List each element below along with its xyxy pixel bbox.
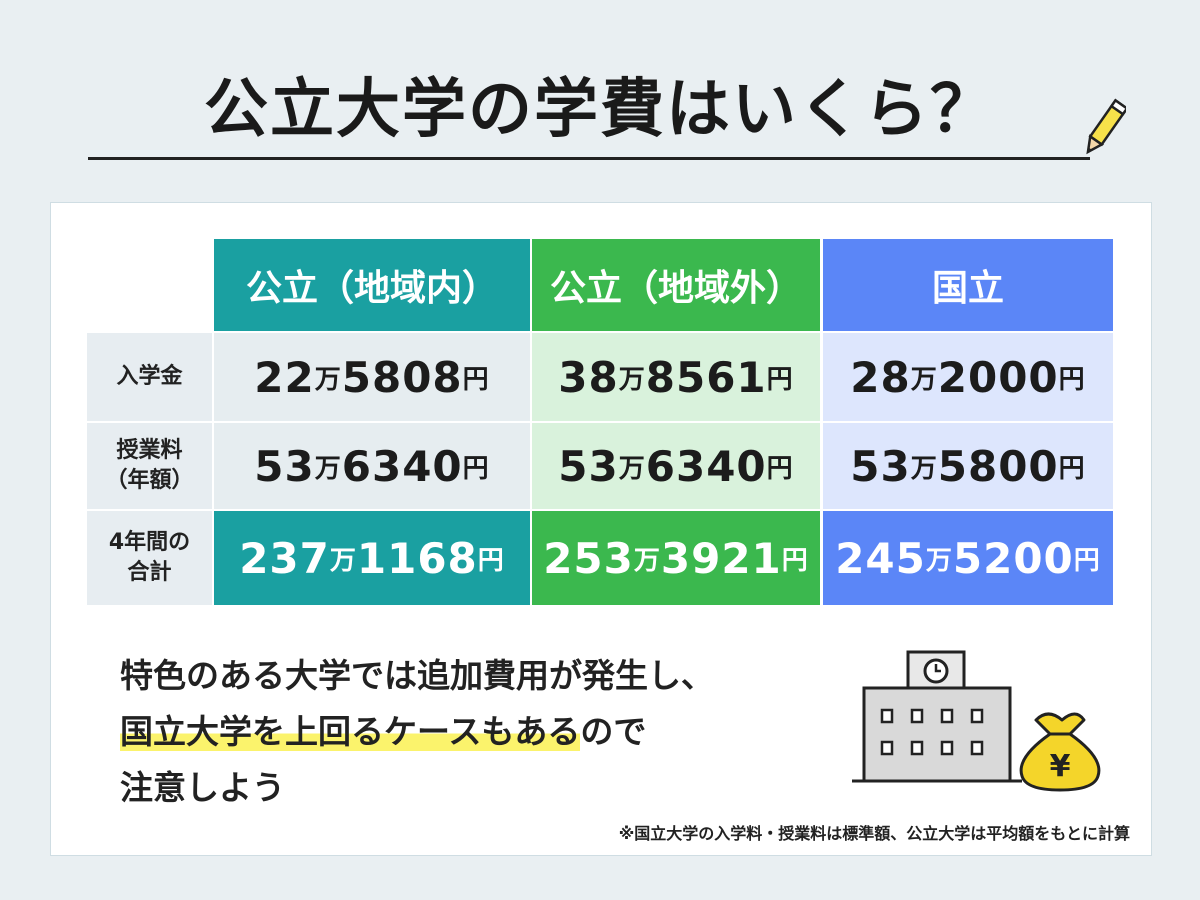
unit-man: 万 bbox=[910, 364, 938, 395]
value-rest: 5800 bbox=[937, 441, 1059, 491]
note-line-2-rest: ので bbox=[580, 712, 647, 751]
value-man: 22 bbox=[254, 352, 315, 402]
title-underline bbox=[88, 157, 1090, 160]
unit-yen: 円 bbox=[462, 364, 490, 395]
value-rest: 8561 bbox=[645, 352, 767, 402]
value-man: 237 bbox=[239, 533, 330, 583]
unit-yen: 円 bbox=[766, 364, 794, 395]
value-total-public-local: 237 万 1168 円 bbox=[214, 511, 530, 605]
unit-man: 万 bbox=[925, 545, 953, 576]
row-label-subtext: （年額） bbox=[105, 468, 194, 493]
value-man: 38 bbox=[558, 352, 619, 402]
value-man: 245 bbox=[835, 533, 926, 583]
unit-man: 万 bbox=[633, 545, 661, 576]
unit-yen: 円 bbox=[477, 545, 505, 576]
page-title: 公立大学の学費はいくら？ bbox=[204, 73, 996, 147]
value-man: 53 bbox=[254, 441, 315, 491]
note-highlight: 国立大学を上回るケースもある bbox=[120, 712, 581, 751]
value-rest: 5200 bbox=[952, 533, 1074, 583]
value-tuition-public-local: 53 万 6340 円 bbox=[214, 423, 530, 509]
caution-note: 特色のある大学では追加費用が発生し、 国立大学を上回るケースもあるので 注意しよ… bbox=[120, 648, 840, 816]
value-rest: 6340 bbox=[341, 441, 463, 491]
unit-yen: 円 bbox=[1058, 364, 1086, 395]
row-label-text: 4年間の bbox=[108, 530, 191, 555]
value-rest: 2000 bbox=[937, 352, 1059, 402]
value-admission-public-nonlocal: 38 万 8561 円 bbox=[532, 333, 820, 421]
note-line-1: 特色のある大学では追加費用が発生し、 bbox=[120, 656, 714, 695]
unit-man: 万 bbox=[314, 453, 342, 484]
unit-yen: 円 bbox=[1073, 545, 1101, 576]
row-label-text: 入学金 bbox=[116, 364, 183, 389]
value-rest: 3921 bbox=[660, 533, 782, 583]
value-rest: 6340 bbox=[645, 441, 767, 491]
unit-yen: 円 bbox=[1058, 453, 1086, 484]
value-man: 253 bbox=[543, 533, 634, 583]
unit-man: 万 bbox=[314, 364, 342, 395]
row-label-tuition: 授業料 （年額） bbox=[87, 423, 212, 509]
value-man: 53 bbox=[558, 441, 619, 491]
school-building-icon bbox=[852, 650, 1022, 783]
value-tuition-public-nonlocal: 53 万 6340 円 bbox=[532, 423, 820, 509]
footnote: ※国立大学の入学料・授業料は標準額、公立大学は平均額をもとに計算 bbox=[618, 824, 1130, 843]
unit-yen: 円 bbox=[462, 453, 490, 484]
column-header-national: 国立 bbox=[823, 239, 1113, 331]
note-line-2: 国立大学を上回るケースもあるので bbox=[120, 704, 840, 760]
note-line-3: 注意しよう bbox=[120, 768, 285, 807]
column-header-public-local: 公立（地域内） bbox=[214, 239, 530, 331]
value-admission-national: 28 万 2000 円 bbox=[823, 333, 1113, 421]
unit-yen: 円 bbox=[781, 545, 809, 576]
value-man: 28 bbox=[850, 352, 911, 402]
value-total-national: 245 万 5200 円 bbox=[823, 511, 1113, 605]
column-header-public-nonlocal: 公立（地域外） bbox=[532, 239, 820, 331]
value-admission-public-local: 22 万 5808 円 bbox=[214, 333, 530, 421]
row-label-subtext: 合計 bbox=[127, 560, 172, 585]
row-label-admission-fee: 入学金 bbox=[87, 333, 212, 421]
row-label-four-year-total: 4年間の 合計 bbox=[87, 511, 212, 605]
illustration: ¥ bbox=[852, 650, 1101, 792]
value-rest: 5808 bbox=[341, 352, 463, 402]
unit-man: 万 bbox=[618, 364, 646, 395]
row-label-text: 授業料 bbox=[116, 438, 183, 463]
pencil-icon bbox=[1086, 98, 1126, 155]
value-rest: 1168 bbox=[356, 533, 478, 583]
unit-man: 万 bbox=[910, 453, 938, 484]
unit-man: 万 bbox=[618, 453, 646, 484]
money-bag-icon: ¥ bbox=[1019, 712, 1101, 792]
unit-man: 万 bbox=[329, 545, 357, 576]
yen-symbol: ¥ bbox=[1050, 749, 1071, 784]
value-man: 53 bbox=[850, 441, 911, 491]
value-total-public-nonlocal: 253 万 3921 円 bbox=[532, 511, 820, 605]
value-tuition-national: 53 万 5800 円 bbox=[823, 423, 1113, 509]
unit-yen: 円 bbox=[766, 453, 794, 484]
